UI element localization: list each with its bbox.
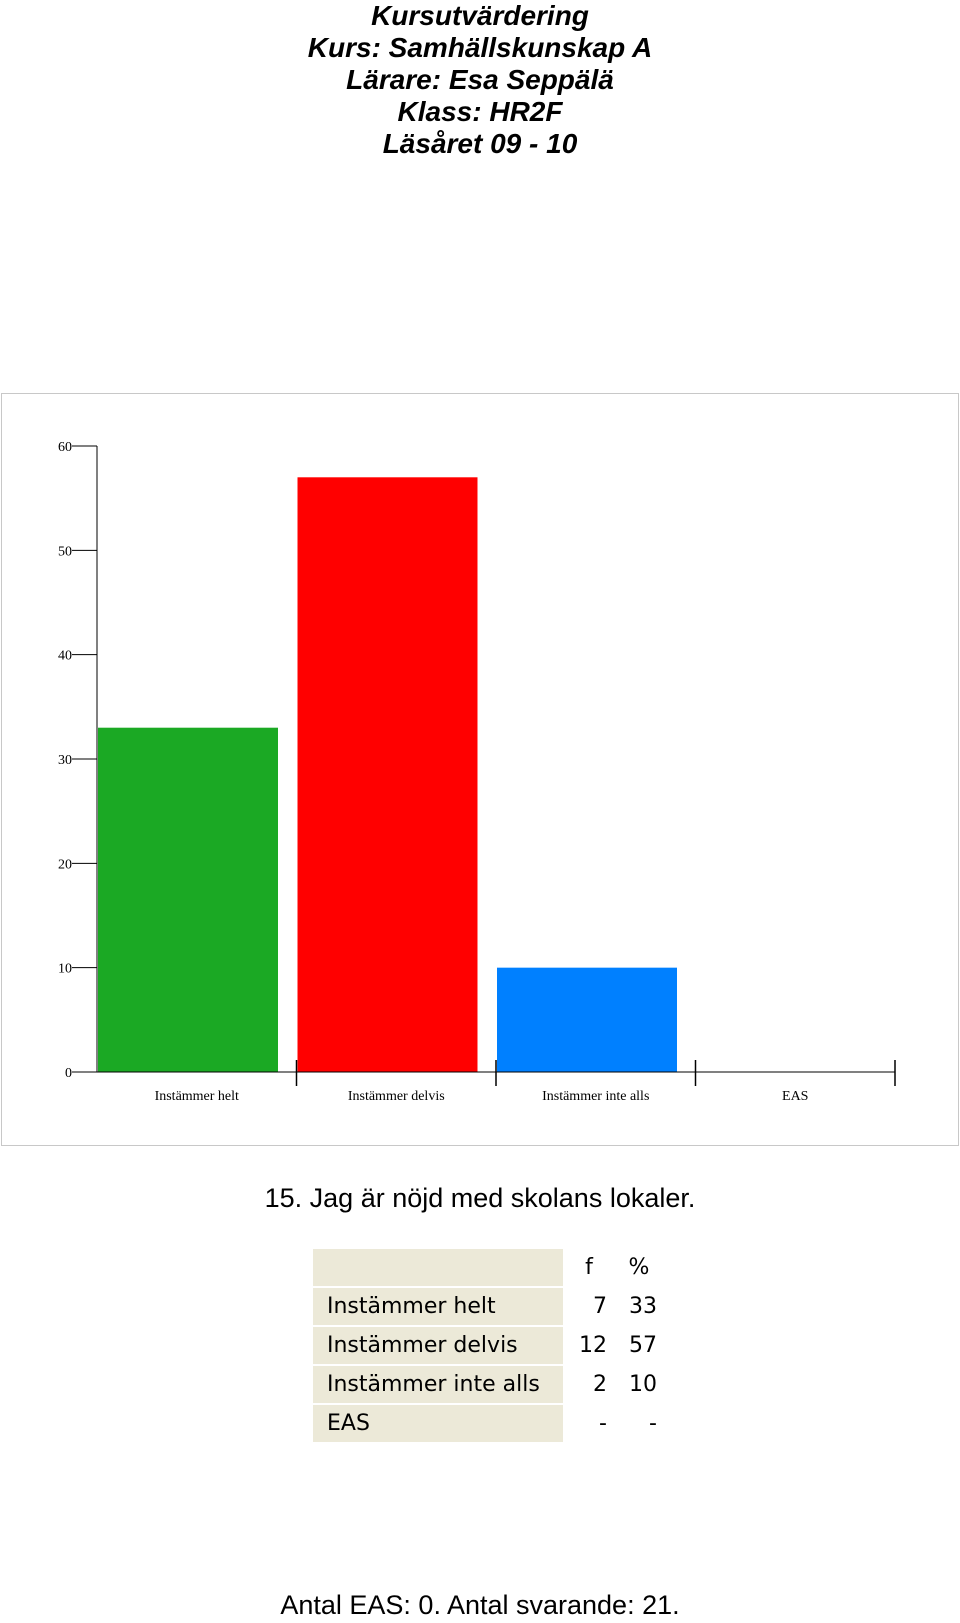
table-row: Instämmer helt 7 33	[313, 1287, 665, 1327]
row-label: EAS	[313, 1404, 565, 1444]
row-label: Instämmer delvis	[313, 1326, 565, 1366]
bar	[297, 477, 478, 1072]
y-tick-label: 0	[65, 1066, 72, 1081]
table-header-blank	[313, 1249, 565, 1288]
y-tick-label: 20	[58, 857, 72, 872]
bar-chart: 0 10 20 30 40 50 60 Instämmer helt Instämmer del…	[1, 393, 959, 1146]
school-year: Läsåret 09 - 10	[382, 128, 578, 159]
row-label: Instämmer inte alls	[313, 1365, 565, 1405]
row-percent: -	[614, 1404, 665, 1444]
table-row: Instämmer delvis 12 57	[313, 1326, 665, 1366]
bar	[98, 727, 278, 1072]
y-tick-label: 10	[58, 962, 72, 977]
bar-chart-svg: 0 10 20 30 40 50 60 Instämmer helt Instämmer del…	[58, 440, 896, 1104]
frequency-table: f % Instämmer helt 7 33 Instämmer delvis…	[313, 1249, 665, 1444]
teacher-name: Lärare: Esa Seppälä	[346, 64, 614, 95]
question-text: 15. Jag är nöjd med skolans lokaler.	[264, 1183, 696, 1213]
y-tick-label: 60	[58, 440, 72, 455]
y-tick-label: 50	[58, 544, 72, 559]
table-header-row: f %	[313, 1249, 665, 1288]
x-tick-label: Instämmer inte alls	[542, 1089, 649, 1104]
course-name: Kurs: Samhällskunskap A	[307, 32, 653, 63]
row-f: 12	[564, 1326, 615, 1366]
x-tick-label: Instämmer delvis	[348, 1089, 445, 1104]
row-f: 7	[564, 1287, 615, 1327]
x-tick-label: EAS	[782, 1089, 808, 1104]
class-name: Klass: HR2F	[397, 96, 563, 127]
summary-footer: Antal EAS: 0. Antal svarande: 21.	[280, 1590, 680, 1620]
table-row: EAS - -	[313, 1404, 665, 1444]
row-f: 2	[564, 1365, 615, 1405]
y-tick-label: 30	[58, 753, 72, 768]
row-percent: 57	[614, 1326, 665, 1366]
row-percent: 10	[614, 1365, 665, 1405]
report-title: Kursutvärdering	[371, 0, 589, 31]
row-f: -	[564, 1404, 615, 1444]
table-header-f: f	[564, 1249, 615, 1288]
table-row: Instämmer inte alls 2 10	[313, 1365, 665, 1405]
y-tick-label: 40	[58, 649, 72, 664]
table-header-percent: %	[614, 1249, 665, 1288]
row-label: Instämmer helt	[313, 1287, 565, 1327]
x-tick-label: Instämmer helt	[155, 1089, 239, 1104]
report-header: Kursutvärdering Kurs: Samhällskunskap A …	[0, 0, 960, 160]
row-percent: 33	[614, 1287, 665, 1327]
bar	[497, 967, 677, 1072]
